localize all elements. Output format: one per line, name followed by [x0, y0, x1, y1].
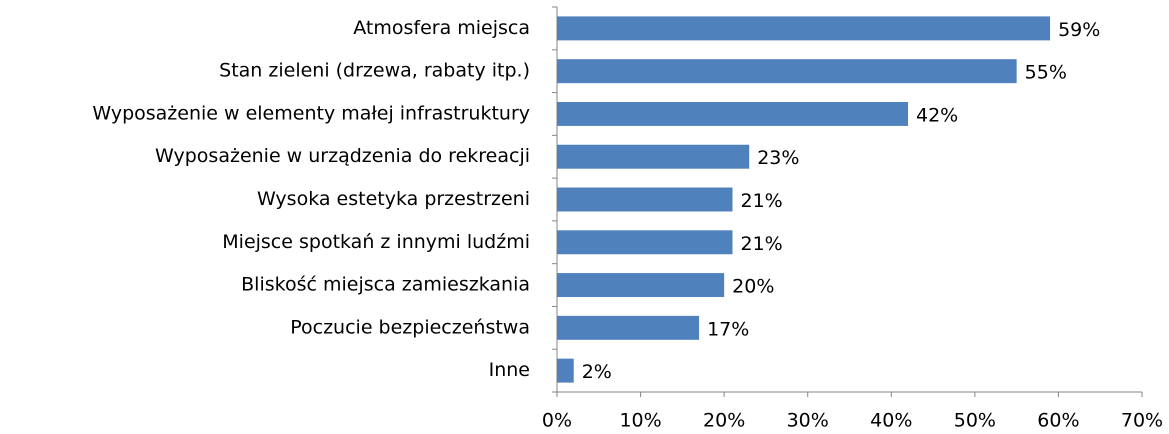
- value-label: 42%: [916, 104, 958, 126]
- value-label: 21%: [741, 190, 783, 212]
- category-label: Wyposażenie w urządzenia do rekreacji: [155, 145, 530, 167]
- value-label: 21%: [741, 233, 783, 255]
- bar: [557, 101, 908, 126]
- x-tick-label: 20%: [703, 410, 745, 432]
- x-tick-label: 10%: [619, 410, 661, 432]
- x-tick-label: 70%: [1121, 410, 1163, 432]
- value-label: 2%: [582, 361, 612, 383]
- bar: [557, 144, 750, 169]
- bar: [557, 273, 725, 298]
- value-label: 17%: [707, 318, 749, 340]
- category-label: Inne: [489, 359, 530, 381]
- category-label: Atmosfera miejsca: [353, 17, 530, 39]
- x-tick-label: 0%: [542, 410, 572, 432]
- category-label: Poczucie bezpieczeństwa: [290, 316, 530, 338]
- x-tick-label: 30%: [787, 410, 829, 432]
- bar: [557, 358, 574, 383]
- category-label: Stan zieleni (drzewa, rabaty itp.): [219, 60, 530, 82]
- x-tick-label: 60%: [1037, 410, 1079, 432]
- value-label: 55%: [1025, 62, 1067, 84]
- category-label: Wysoka estetyka przestrzeni: [257, 188, 530, 210]
- x-tick-label: 50%: [954, 410, 996, 432]
- bar: [557, 230, 733, 255]
- category-label: Wyposażenie w elementy małej infrastrukt…: [92, 102, 530, 124]
- category-label: Bliskość miejsca zamieszkania: [241, 274, 530, 296]
- value-label: 20%: [732, 276, 774, 298]
- bar: [557, 187, 733, 212]
- value-label: 23%: [757, 147, 799, 169]
- bar: [557, 16, 1051, 41]
- value-label: 59%: [1058, 19, 1100, 41]
- bar: [557, 59, 1017, 84]
- category-label: Miejsce spotkań z innymi ludźmi: [222, 231, 530, 253]
- bar: [557, 315, 700, 340]
- x-tick-label: 40%: [870, 410, 912, 432]
